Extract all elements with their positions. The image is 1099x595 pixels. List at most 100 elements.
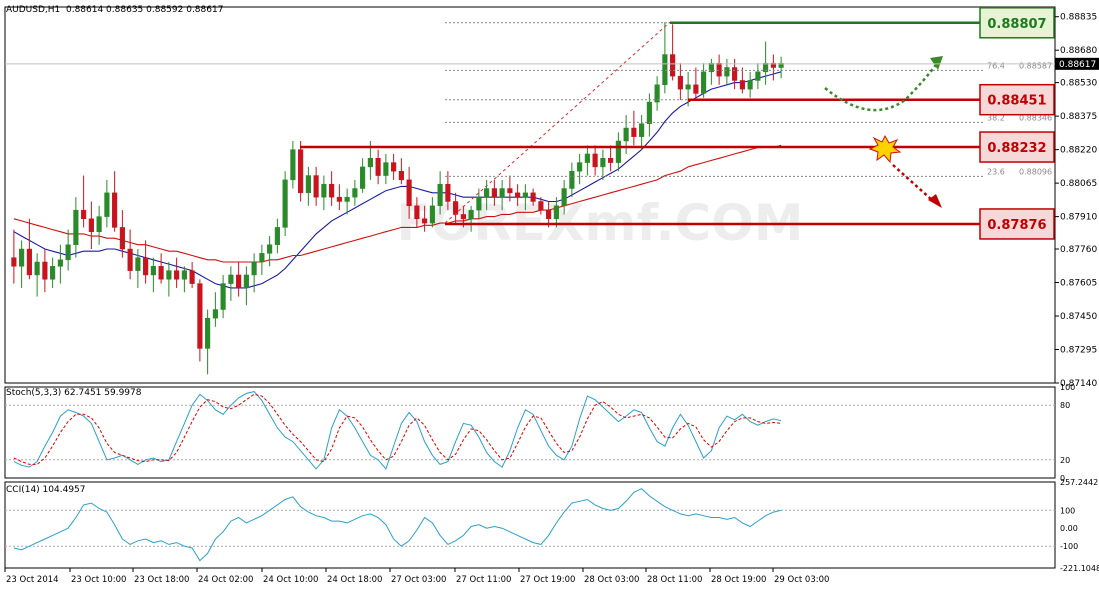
time-axis-label: 27 Oct 11:00 xyxy=(456,575,511,585)
candle-body xyxy=(654,84,660,103)
price-axis-label: 0.87295 xyxy=(1060,346,1097,356)
candle-body xyxy=(19,248,25,267)
cci-header: CCI(14) 104.4957 xyxy=(6,485,86,495)
candle-body xyxy=(476,196,482,211)
price-axis-label: 0.88375 xyxy=(1060,112,1097,122)
key-level-label: 0.88807 xyxy=(987,17,1046,32)
candle-body xyxy=(460,214,466,220)
candle-body xyxy=(755,71,761,81)
candle-body xyxy=(313,175,319,198)
fib-level-value: 0.88587 xyxy=(1019,61,1052,70)
price-axis-label: 0.87605 xyxy=(1060,279,1097,289)
candle-body xyxy=(104,192,110,217)
candle-body xyxy=(251,261,257,276)
candle-body xyxy=(615,140,621,163)
time-axis-label: 24 Oct 10:00 xyxy=(263,575,318,585)
candle-body xyxy=(65,244,71,261)
key-level-box xyxy=(979,7,1055,39)
candle-body xyxy=(135,257,141,271)
candle-body xyxy=(623,127,629,142)
candle-body xyxy=(57,259,63,267)
candle-body xyxy=(406,179,412,207)
candle-body xyxy=(484,188,490,198)
key-level-box xyxy=(979,83,1055,116)
time-axis-label: 27 Oct 03:00 xyxy=(391,575,446,585)
candle-body xyxy=(747,80,753,90)
candle-body xyxy=(321,183,327,198)
candle-body xyxy=(81,209,87,220)
price-axis-label: 0.87140 xyxy=(1060,379,1097,389)
time-axis-label: 23 Oct 2014 xyxy=(6,575,59,585)
candle-body xyxy=(282,179,288,228)
fib-level-ratio: 38.2 xyxy=(987,113,1005,122)
cci-axis-label: 257.2442 xyxy=(1060,478,1098,487)
candle-body xyxy=(770,62,776,68)
key-level-label: 0.88232 xyxy=(987,141,1046,156)
candle-body xyxy=(708,62,714,73)
stoch-axis-label: 20 xyxy=(1060,456,1070,465)
candle-body xyxy=(631,127,637,137)
candle-body xyxy=(739,80,745,90)
candle-body xyxy=(724,67,730,77)
candle-body xyxy=(228,274,234,284)
candle-body xyxy=(267,244,273,254)
candle-body xyxy=(88,218,94,232)
time-axis-label: 28 Oct 11:00 xyxy=(647,575,702,585)
candle-body xyxy=(26,248,32,276)
candle-body xyxy=(507,188,513,194)
candle-body xyxy=(360,166,366,189)
bullish-arrowhead xyxy=(930,56,943,70)
candle-body xyxy=(236,274,242,289)
candle-body xyxy=(437,183,443,207)
candle-body xyxy=(553,205,559,220)
candle-body xyxy=(546,209,552,220)
stoch-main-line xyxy=(13,391,782,470)
candle-body xyxy=(716,62,722,77)
candle-body xyxy=(298,149,304,194)
candle-body xyxy=(499,188,505,198)
candle-body xyxy=(491,188,497,198)
candle-body xyxy=(584,153,590,163)
time-axis-label: 24 Oct 02:00 xyxy=(198,575,253,585)
price-axis-label: 0.88680 xyxy=(1060,46,1097,56)
time-axis-label: 27 Oct 19:00 xyxy=(520,575,575,585)
bearish-scenario-arrow xyxy=(892,164,933,201)
candle-body xyxy=(732,67,738,81)
bullish-scenario-arrow xyxy=(824,61,940,112)
cci-axis-label: -221.1048 xyxy=(1060,564,1099,573)
current-price-label: 0.88617 xyxy=(1059,60,1096,70)
candle-body xyxy=(112,192,118,228)
price-axis-label: 0.88220 xyxy=(1060,146,1097,156)
key-level-label: 0.88451 xyxy=(987,94,1046,109)
candle-body xyxy=(11,257,17,267)
candle-body xyxy=(670,54,676,77)
candle-body xyxy=(577,162,583,172)
candle-body xyxy=(561,188,567,207)
stoch-axis-label: 80 xyxy=(1060,401,1070,410)
candle-body xyxy=(662,54,668,86)
candle-body xyxy=(197,283,203,349)
candle-body xyxy=(166,270,172,280)
stoch-signal-line xyxy=(13,393,782,465)
candle-body xyxy=(639,123,645,137)
time-axis-label: 23 Oct 18:00 xyxy=(134,575,189,585)
candle-body xyxy=(592,153,598,168)
candle-body xyxy=(422,218,428,224)
cci-axis-label: 0.00 xyxy=(1060,524,1078,533)
candle-body xyxy=(150,266,156,276)
fib-level-ratio: 23.6 xyxy=(987,167,1005,176)
candle-body xyxy=(243,274,249,289)
price-axis-label: 0.87910 xyxy=(1060,213,1097,223)
symbol-header: AUDUSD,H1 0.88614 0.88635 0.88592 0.8861… xyxy=(6,5,224,15)
candle-body xyxy=(205,317,211,349)
candle-body xyxy=(336,196,342,202)
candle-body xyxy=(127,248,133,271)
cci-axis-label: -100 xyxy=(1060,542,1078,551)
price-axis-label: 0.88835 xyxy=(1060,13,1097,23)
candle-body xyxy=(693,84,699,94)
candle-body xyxy=(290,149,296,181)
candle-body xyxy=(677,75,683,90)
fib-level-ratio: 76.4 xyxy=(987,61,1005,70)
candle-body xyxy=(220,283,226,310)
